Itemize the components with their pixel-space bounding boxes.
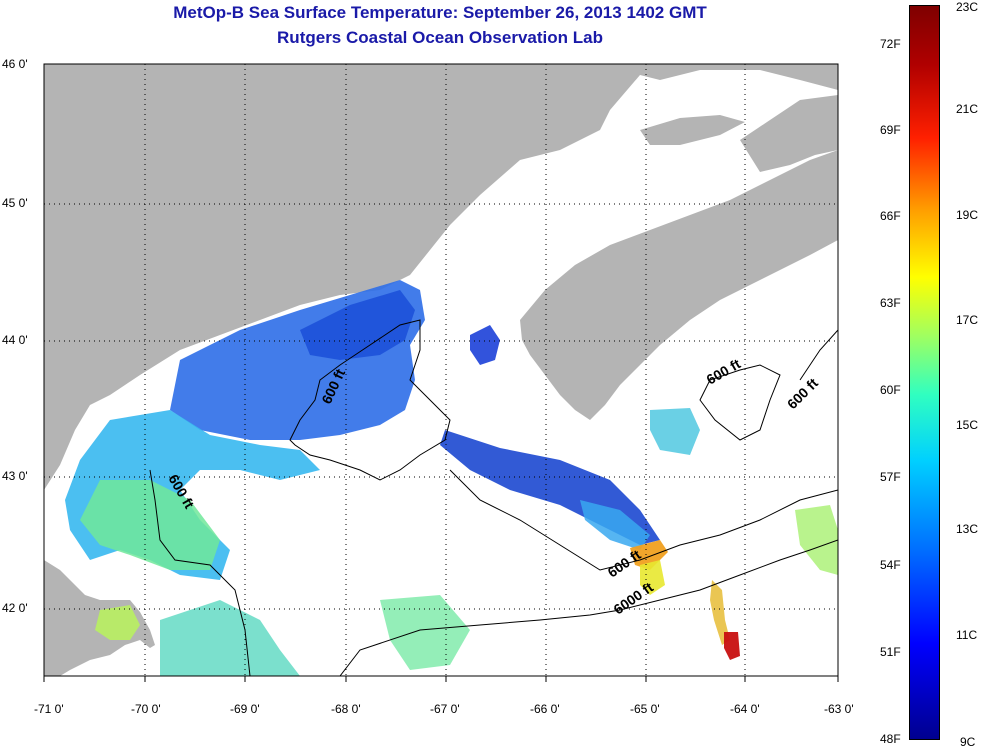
lon-label: -64 0': [730, 702, 760, 716]
colorbar-label-f: 54F: [880, 558, 901, 572]
sst-warm-red-spot: [724, 632, 740, 660]
lat-label: 44 0': [2, 333, 28, 347]
colorbar-label-f: 69F: [880, 123, 901, 137]
sst-south-patches-2: [380, 595, 470, 670]
colorbar-label-c: 23C: [956, 0, 979, 14]
sst-shelf-break-orange: [630, 540, 668, 570]
lon-label: -67 0': [430, 702, 460, 716]
lon-label: -69 0': [230, 702, 260, 716]
land-pei: [640, 115, 745, 145]
lon-label: -68 0': [331, 702, 361, 716]
sst-bay-of-fundy-blue: [470, 325, 500, 365]
temperature-colorbar: [909, 5, 940, 740]
frame-ticks: [43, 676, 839, 682]
lat-label: 46 0': [2, 57, 28, 71]
sst-scotian-shelf-cyan: [580, 500, 650, 550]
contour-6000ft: [339, 539, 838, 676]
colorbar-label-c: 19C: [956, 208, 979, 222]
colorbar-label-f: 63F: [880, 296, 901, 310]
gridlines: [44, 64, 838, 676]
sst-coastal-green: [80, 480, 220, 570]
map-subtitle: Rutgers Coastal Ocean Observation Lab: [277, 28, 603, 47]
lat-label: 45 0': [2, 196, 28, 210]
lon-label: -66 0': [530, 702, 560, 716]
lon-label: -71 0': [34, 702, 64, 716]
colorbar-label-c: 21C: [956, 102, 979, 116]
sst-gulf-of-maine-core: [300, 290, 415, 360]
land-nova-scotia: [520, 150, 838, 420]
colorbar-label-f: 48F: [880, 732, 901, 746]
contour-600ft-gulf: [149, 319, 451, 676]
land-cape-breton: [740, 95, 838, 172]
colorbar-label-f: 60F: [880, 383, 901, 397]
lon-label: -65 0': [630, 702, 660, 716]
map-frame: [43, 63, 839, 677]
sst-south-patches: [160, 600, 300, 676]
colorbar-label-c: 13C: [956, 522, 979, 536]
colorbar-label-f: 66F: [880, 209, 901, 223]
lon-label: -70 0': [131, 702, 161, 716]
colorbar-label-c: 17C: [956, 313, 979, 327]
colorbar-label-f: 57F: [880, 470, 901, 484]
sst-warm-filament: [710, 580, 730, 645]
colorbar-label-f: 72F: [880, 37, 901, 51]
sst-cape-cod-yellowgreen: [95, 605, 140, 640]
sst-east-green-patch: [795, 505, 838, 575]
contour-600ft-scotian: [449, 329, 838, 571]
map-title: MetOp-B Sea Surface Temperature: Septemb…: [173, 3, 707, 22]
lon-label: -63 0': [824, 702, 854, 716]
colorbar-label-c: 15C: [956, 418, 979, 432]
land-mainland: [44, 64, 838, 490]
lat-label: 42 0': [2, 601, 28, 615]
lat-label: 43 0': [2, 469, 28, 483]
colorbar-label-c: 9C: [960, 735, 976, 749]
colorbar-label-f: 51F: [880, 645, 901, 659]
sst-east-cyan-patch: [650, 408, 700, 455]
sst-shelf-break-yellow: [640, 560, 665, 595]
colorbar-label-c: 11C: [956, 628, 978, 642]
